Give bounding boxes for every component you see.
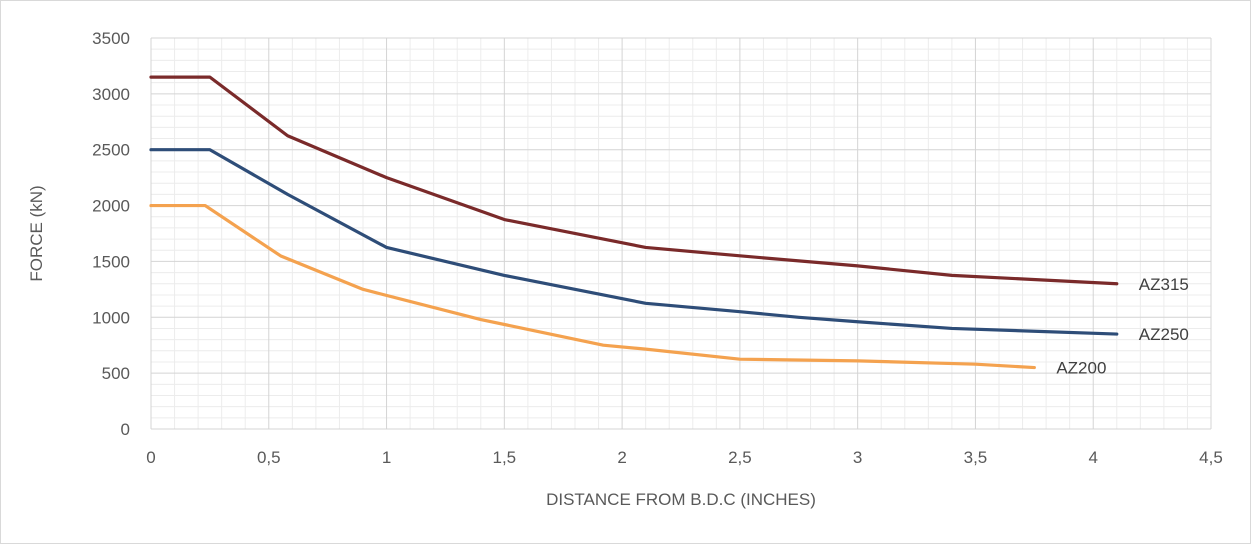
x-axis-title: DISTANCE FROM B.D.C (INCHES) — [546, 490, 816, 509]
y-tick-label: 3000 — [92, 85, 130, 104]
y-tick-label: 0 — [121, 420, 130, 439]
x-tick-label: 2 — [617, 448, 626, 467]
series-line-az200 — [149, 203, 1036, 370]
y-tick-label: 3500 — [92, 29, 130, 48]
x-tick-label: 3 — [853, 448, 862, 467]
y-tick-label: 2500 — [92, 141, 130, 160]
series-label-az200: AZ200 — [1056, 359, 1106, 378]
x-tick-label: 2,5 — [728, 448, 752, 467]
x-tick-label: 3,5 — [964, 448, 988, 467]
x-tick-label: 0 — [146, 448, 155, 467]
x-tick-label: 4,5 — [1199, 448, 1223, 467]
y-tick-label: 500 — [102, 364, 130, 383]
y-tick-label: 2000 — [92, 197, 130, 216]
series-lines — [149, 75, 1119, 370]
x-tick-label: 0,5 — [257, 448, 281, 467]
series-labels: AZ315 AZ250 AZ200 — [1056, 275, 1189, 378]
x-tick-label: 1,5 — [493, 448, 517, 467]
x-tick-label: 1 — [382, 448, 391, 467]
y-tick-label: 1500 — [92, 252, 130, 271]
grid — [150, 37, 1212, 430]
series-line-az315 — [149, 75, 1119, 286]
x-tick-label: 4 — [1088, 448, 1097, 467]
y-axis-title: FORCE (kN) — [27, 185, 46, 281]
y-axis-ticks: 0 500 1000 1500 2000 2500 3000 3500 — [92, 29, 130, 439]
series-label-az315: AZ315 — [1139, 275, 1189, 294]
x-axis-ticks: 0 0,5 1 1,5 2 2,5 3 3,5 4 4,5 — [146, 448, 1223, 467]
series-line-az250 — [149, 148, 1119, 336]
series-label-az250: AZ250 — [1139, 325, 1189, 344]
y-tick-label: 1000 — [92, 308, 130, 327]
